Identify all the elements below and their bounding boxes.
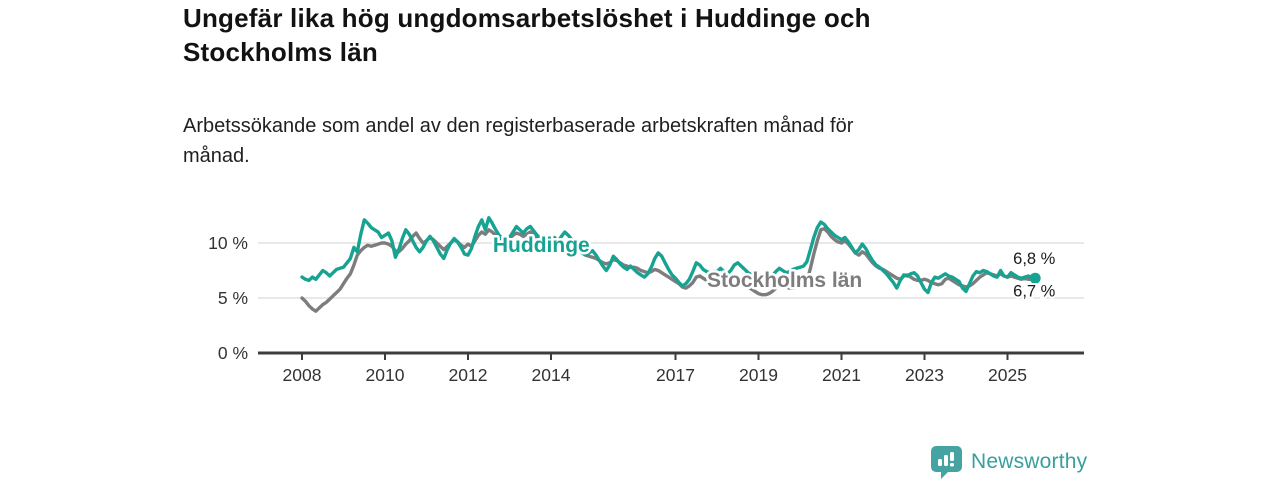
page-subtitle-line-1: Arbetssökande som andel av den registerb… — [183, 115, 854, 137]
x-axis-tick-label: 2023 — [905, 365, 944, 385]
exclamation-stem — [950, 451, 954, 461]
page-title: Ungefär lika hög ungdomsarbetslöshet i H… — [183, 1, 1043, 69]
newsworthy-logo-icon — [931, 445, 962, 479]
brand-footer: Newsworthy — [931, 445, 1088, 479]
x-axis-tick-label: 2010 — [366, 365, 405, 385]
bar-short — [938, 458, 942, 466]
x-axis-tick-label: 2025 — [988, 365, 1027, 385]
x-axis-tick-label: 2008 — [283, 365, 322, 385]
x-axis-tick-label: 2021 — [822, 365, 861, 385]
y-axis-tick-label: 10 % — [208, 233, 248, 253]
x-axis-tick-label: 2019 — [739, 365, 778, 385]
series-end-value-label: 6,7 % — [1013, 282, 1056, 300]
series-end-dot — [1029, 272, 1041, 284]
brand-name: Newsworthy — [971, 450, 1088, 473]
x-axis-tick-label: 2012 — [449, 365, 488, 385]
exclamation-dot — [950, 462, 954, 466]
x-axis-tick-label: 2017 — [656, 365, 695, 385]
bar-tall — [944, 454, 948, 466]
series-end-value-label: 6,8 % — [1013, 250, 1056, 268]
series-label: Huddinge — [493, 234, 590, 257]
series-line-huddinge — [300, 215, 1037, 295]
page-subtitle: Arbetssökande som andel av den registerb… — [183, 111, 1043, 171]
y-axis-tick-label: 0 % — [218, 343, 248, 363]
series-label: Stockholms län — [707, 269, 862, 292]
page-title-line-1: Ungefär lika hög ungdomsarbetslöshet i H… — [183, 3, 871, 33]
y-axis-tick-label: 5 % — [218, 288, 248, 308]
page-subtitle-line-2: månad. — [183, 145, 250, 167]
page-title-line-2: Stockholms län — [183, 37, 378, 67]
x-axis-tick-label: 2014 — [532, 365, 571, 385]
